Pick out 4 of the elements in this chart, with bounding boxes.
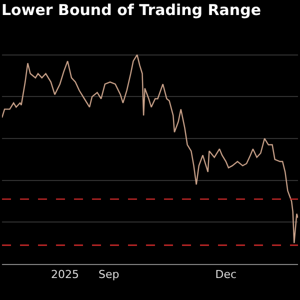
x-tick-label: Dec [215, 268, 237, 282]
chart-title: Lower Bound of Trading Range [2, 1, 262, 19]
x-tick-label: 2025 [51, 268, 80, 282]
x-tick-label: Sep [98, 268, 120, 282]
